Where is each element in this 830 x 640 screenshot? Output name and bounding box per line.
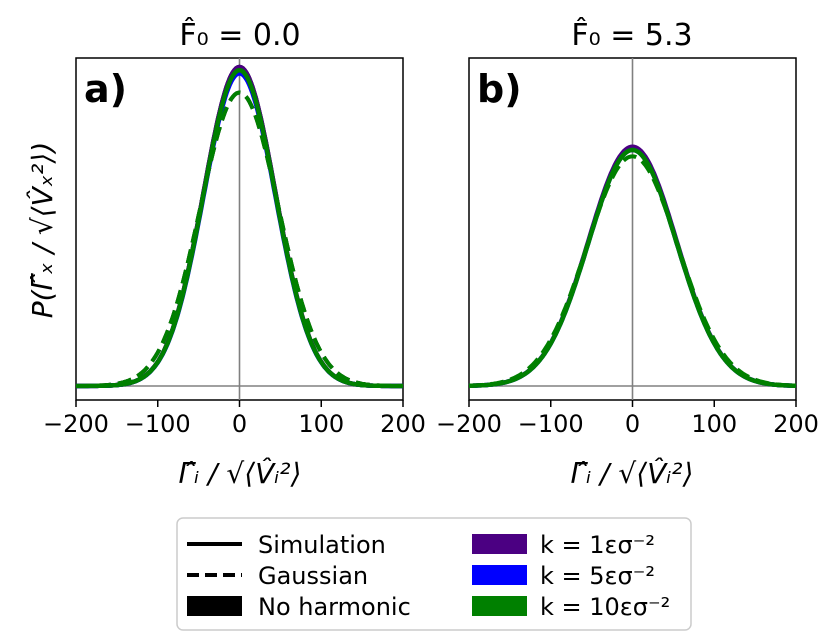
panel-a: F̂₀ = 0.0 a) −200 −100 0 100 200 Γ̂ᵢ / √⟨V̂ᵢ…	[26, 17, 426, 490]
panel-b-tag: b)	[477, 67, 522, 111]
x-tick-label: 200	[773, 410, 819, 438]
legend-frame	[176, 517, 692, 631]
legend-swatch-patch	[472, 565, 527, 585]
panel-a-plot-area	[75, 58, 404, 400]
legend-swatch-patch	[187, 596, 242, 616]
legend: Simulation Gaussian No harmonic k = 1εσ⁻² k …	[176, 517, 692, 631]
legend-label: Simulation	[258, 531, 386, 559]
legend-label: No harmonic	[258, 593, 411, 621]
x-tick-label: −100	[125, 410, 191, 438]
panel-b-x-label: Γ̂ᵢ / √⟨V̂ᵢ²⟩	[571, 457, 694, 490]
panel-a-y-label: P(Γ̂ₓ / √⟨V̂ₓ²⟩)	[26, 142, 59, 319]
curve-simulation-4	[75, 67, 404, 389]
panel-b-plot-area	[468, 58, 797, 400]
x-tick-label: 100	[691, 410, 737, 438]
curve-gaussian-3	[468, 154, 797, 388]
panel-a-x-label: Γ̂ᵢ / √⟨V̂ᵢ²⟩	[179, 457, 302, 490]
legend-swatch-patch	[472, 534, 527, 554]
panel-b: F̂₀ = 5.3 b) −200 −100 0 100 200 Γ̂ᵢ / √⟨V̂ᵢ…	[436, 17, 819, 490]
x-tick-label: 0	[625, 410, 640, 438]
x-tick-label: −100	[518, 410, 584, 438]
panel-a-tag: a)	[84, 67, 127, 111]
x-tick-label: 200	[380, 410, 426, 438]
legend-label: k = 5εσ⁻²	[540, 562, 655, 590]
legend-label: k = 1εσ⁻²	[540, 531, 655, 559]
x-tick-label: −200	[436, 410, 502, 438]
x-tick-label: 100	[298, 410, 344, 438]
panel-a-title: F̂₀ = 0.0	[179, 17, 300, 53]
legend-label: k = 10εσ⁻²	[540, 593, 670, 621]
legend-swatch-patch	[472, 596, 527, 616]
x-tick-label: −200	[43, 410, 109, 438]
legend-label: Gaussian	[258, 562, 368, 590]
curve-gaussian-5	[75, 90, 404, 388]
panel-b-x-ticks: −200 −100 0 100 200	[436, 400, 819, 438]
panel-b-title: F̂₀ = 5.3	[571, 17, 692, 53]
panel-a-x-ticks: −200 −100 0 100 200	[43, 400, 426, 438]
x-tick-label: 0	[232, 410, 247, 438]
